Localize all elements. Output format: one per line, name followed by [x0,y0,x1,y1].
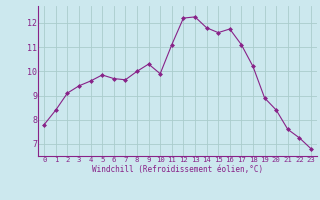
X-axis label: Windchill (Refroidissement éolien,°C): Windchill (Refroidissement éolien,°C) [92,165,263,174]
